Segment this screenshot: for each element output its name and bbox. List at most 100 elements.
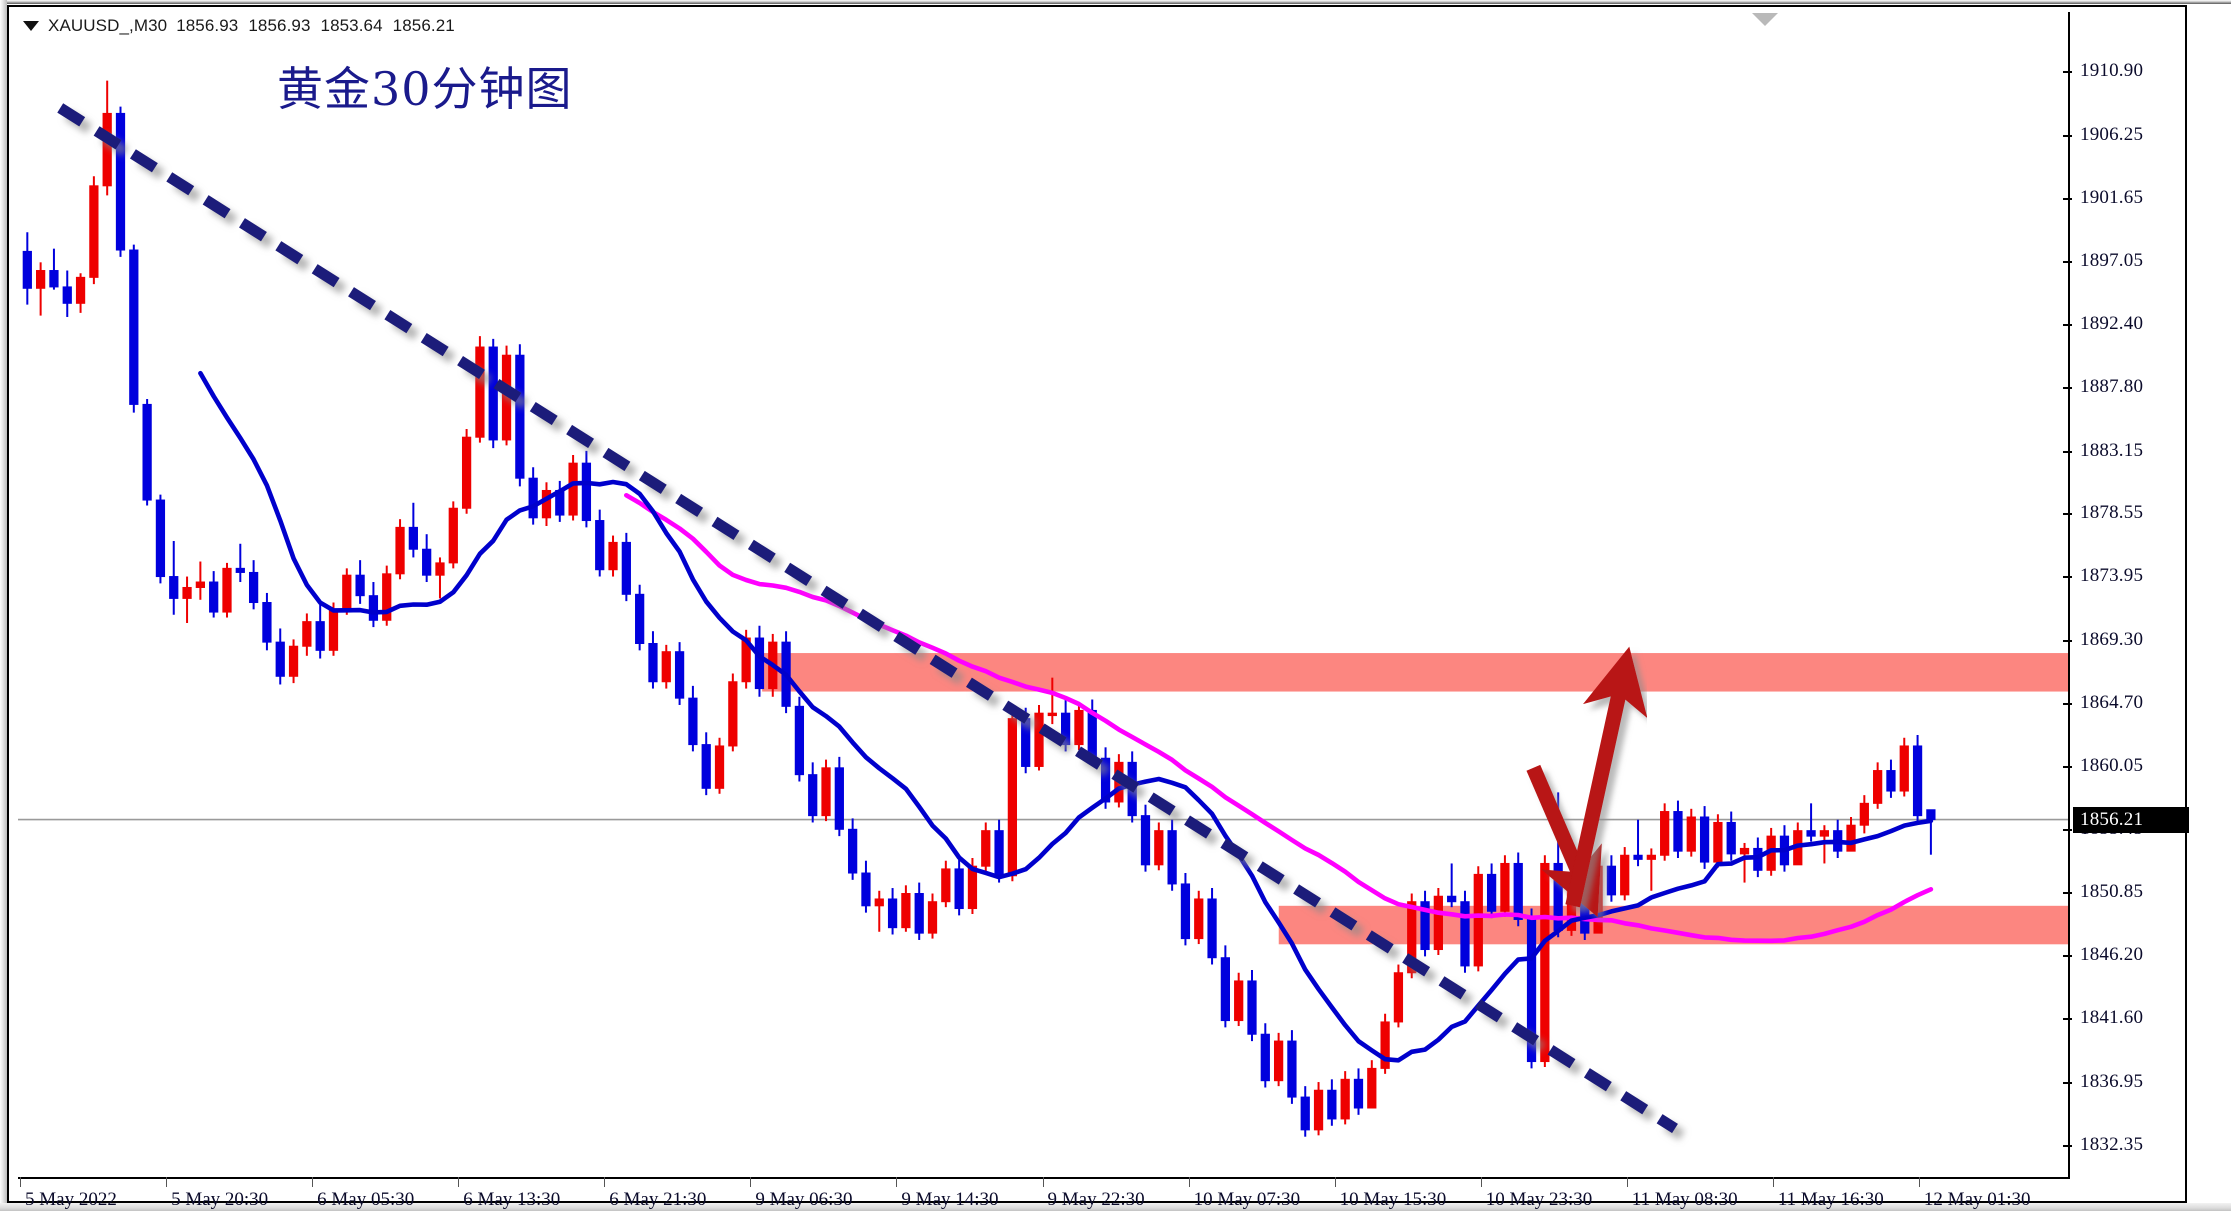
price-tick: 1869.30 <box>2063 629 2188 650</box>
price-tick: 1892.40 <box>2063 313 2188 334</box>
time-tick-label: 6 May 05:30 <box>317 1189 415 1210</box>
candle-body <box>1846 824 1856 852</box>
candle-body <box>1819 830 1830 837</box>
candle-body <box>954 868 964 910</box>
candle-body <box>1100 757 1111 803</box>
scroll-position-marker-icon[interactable] <box>1752 13 1778 26</box>
candle-body <box>901 893 911 929</box>
candle-body <box>1087 709 1097 759</box>
price-tick-mark <box>2063 387 2072 389</box>
time-tick-mark <box>458 1177 460 1187</box>
candle-body <box>1660 811 1670 856</box>
candle-body <box>848 828 858 874</box>
price-tick-label: 1850.85 <box>2080 880 2144 902</box>
candle-body <box>248 571 259 604</box>
candle-body <box>1699 816 1710 863</box>
candle-body <box>302 621 312 647</box>
candle-body <box>808 774 818 817</box>
price-tick: 1832.35 <box>2063 1134 2188 1155</box>
price-tick-label: 1892.40 <box>2080 313 2144 335</box>
candle-body <box>1873 770 1883 804</box>
price-tick: 1841.60 <box>2063 1007 2188 1028</box>
quote-close: 1856.21 <box>392 16 455 35</box>
forecast-arrows-group <box>1526 646 1648 917</box>
up-leg <box>1565 646 1648 908</box>
candle-body <box>981 830 991 867</box>
ma-slow-group <box>623 492 1934 944</box>
ma-fast-line <box>198 370 1934 1063</box>
price-tick-mark <box>2063 1018 2072 1021</box>
candle-body <box>1486 873 1497 912</box>
price-tick: 1906.25 <box>2063 124 2188 145</box>
candle-body <box>1353 1078 1364 1109</box>
price-tick-mark <box>2063 513 2072 516</box>
candle-body <box>275 641 285 677</box>
candle-body <box>222 567 232 613</box>
candle-body <box>169 576 179 599</box>
candle-body <box>1633 854 1643 860</box>
time-tick-mark <box>604 1177 606 1187</box>
candle-body <box>262 602 272 643</box>
candle-body <box>1593 865 1603 934</box>
price-tick: 1864.70 <box>2063 692 2188 713</box>
candle-body <box>1859 802 1869 826</box>
candle-body <box>541 489 552 519</box>
price-tick-label: 1869.30 <box>2080 628 2144 650</box>
current-price-tag: 1856.21 <box>2073 806 2189 833</box>
time-tick-mark <box>896 1177 898 1187</box>
time-tick-label: 12 May 01:30 <box>1923 1189 2031 1210</box>
candle-body <box>515 354 525 479</box>
candle-body <box>1194 898 1204 940</box>
price-axis[interactable]: 1910.90 1906.25 1901.65 1897.05 1892.40 1887.… <box>2063 12 2193 1177</box>
candle-body <box>1234 980 1244 1022</box>
price-plot-area[interactable] <box>18 41 2068 1177</box>
candle-body <box>1327 1089 1337 1120</box>
time-tick-label: 10 May 15:30 <box>1339 1189 1447 1210</box>
trendline-group <box>57 103 1678 1134</box>
candles-group <box>22 80 1936 1137</box>
candle-body <box>1646 854 1656 860</box>
candle-body <box>195 581 205 588</box>
candle-body <box>608 541 618 571</box>
price-tick-mark <box>2063 135 2072 137</box>
price-tick-mark <box>2063 197 2072 200</box>
candle-body <box>62 286 72 304</box>
price-tick: 1860.05 <box>2063 755 2188 776</box>
candle-body <box>448 507 458 564</box>
candle-body <box>209 581 219 613</box>
candle-body <box>102 112 112 187</box>
price-tick-label: 1878.55 <box>2080 502 2144 524</box>
price-tick-label: 1846.20 <box>2080 944 2144 966</box>
candle-body <box>941 868 951 903</box>
price-tick: 1878.55 <box>2063 502 2188 523</box>
candle-body <box>115 112 126 251</box>
candle-body <box>488 346 498 441</box>
price-axis-line <box>2068 12 2070 1177</box>
time-tick-label: 6 May 13:30 <box>463 1189 561 1210</box>
candle-body <box>1207 898 1217 959</box>
time-axis[interactable]: 5 May 2022 5 May 20:30 6 May 05:30 6 May 13… <box>18 1177 2198 1211</box>
candle-body <box>1287 1040 1297 1098</box>
price-tick-mark <box>2063 829 2072 831</box>
ma-fast-group <box>198 370 1934 1063</box>
price-tick-label: 1910.90 <box>2080 60 2144 82</box>
candle-body <box>49 270 59 288</box>
symbol-dropdown-caret-icon[interactable] <box>23 21 39 31</box>
time-tick-mark <box>750 1177 752 1187</box>
symbol-quote-bar[interactable]: XAUUSD_,M30 1856.93 1856.93 1853.64 1856… <box>23 15 455 37</box>
quote-open: 1856.93 <box>176 16 239 35</box>
price-tick: 1846.20 <box>2063 944 2188 965</box>
price-tick-label: 1873.95 <box>2080 565 2144 587</box>
candle-body <box>1899 745 1909 792</box>
candle-body <box>1540 862 1550 1063</box>
price-tick-label: 1832.35 <box>2080 1133 2144 1155</box>
candle-body <box>182 586 192 599</box>
price-tick: 1850.85 <box>2063 881 2188 902</box>
candle-body <box>1806 830 1816 837</box>
candle-body <box>581 462 592 522</box>
candle-body <box>568 462 578 516</box>
candle-body <box>595 520 605 571</box>
candle-body <box>1021 718 1031 767</box>
price-tick-mark <box>2063 260 2072 263</box>
time-tick-label: 11 May 08:30 <box>1631 1189 1738 1210</box>
